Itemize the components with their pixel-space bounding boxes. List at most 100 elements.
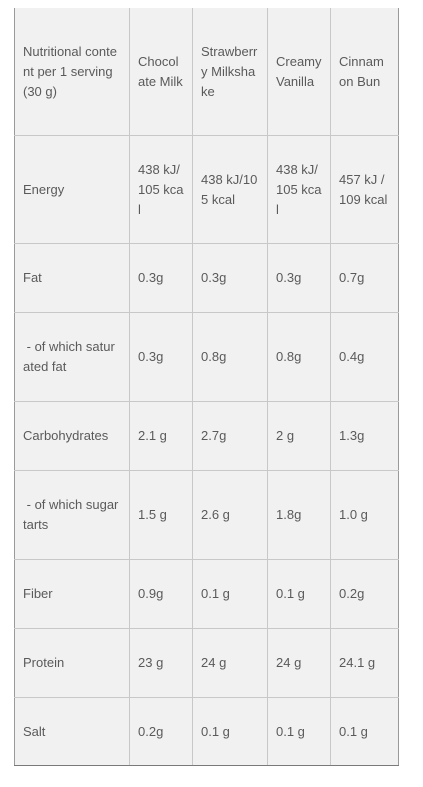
table-row-protein: Protein 23 g 24 g 24 g 24.1 g <box>14 628 399 698</box>
value: 23 g <box>138 655 164 670</box>
value: 0.1 g <box>201 586 230 601</box>
row-label: Energy <box>23 181 65 197</box>
value-cell: 1.0 g <box>330 470 399 560</box>
table-row-fat: Fat 0.3g 0.3g 0.3g 0.7g <box>14 243 399 313</box>
value-cell: 1.8g <box>267 470 331 560</box>
value-cell: 0.1 g <box>267 697 331 766</box>
value-cell: 0.2g <box>129 697 193 766</box>
value-cell: 2.7g <box>192 401 268 471</box>
value-cell: 0.4g <box>330 312 399 402</box>
flavor-cinnamon-bun: Cinnamon Bun <box>339 53 384 89</box>
value-cell: 1.5 g <box>129 470 193 560</box>
value-cell: 438 kJ/105 kcal <box>267 135 331 244</box>
value-cell: 438 kJ/105 kcal <box>129 135 193 244</box>
value: 1.5 g <box>138 507 167 522</box>
value: 0.9g <box>138 586 164 601</box>
header-flavor-cell: Strawberry Milkshake <box>192 8 268 136</box>
value-cell: 0.9g <box>129 559 193 629</box>
value: 0.2g <box>138 723 164 739</box>
row-label: Carbohydrates <box>23 428 109 443</box>
value-cell: 0.1 g <box>267 559 331 629</box>
value-cell: 438 kJ/105 kcal <box>192 135 268 244</box>
row-label-cell: Protein <box>14 628 130 698</box>
value-cell: 23 g <box>129 628 193 698</box>
value: 2 g <box>276 428 295 443</box>
row-label-cell: Salt <box>14 697 130 766</box>
value-cell: 2.6 g <box>192 470 268 560</box>
table-header-row: Nutritional content per 1 serving (30 g)… <box>14 8 399 136</box>
value: 24 g <box>276 655 302 670</box>
value: 0.8g <box>201 349 227 364</box>
value: 0.7g <box>339 270 365 285</box>
row-label-cell: Energy <box>14 135 130 244</box>
value-cell: 0.3g <box>129 243 193 313</box>
value: 438 kJ/105 kcal <box>276 161 322 217</box>
table-row-energy: Energy 438 kJ/105 kcal 438 kJ/105 kcal 4… <box>14 135 399 244</box>
row-label-cell: - of which sugar tarts <box>14 470 130 560</box>
value-cell: 0.1 g <box>330 697 399 766</box>
value-cell: 0.1 g <box>192 697 268 766</box>
value: 0.4g <box>339 349 365 364</box>
value: 438 kJ/105 kcal <box>201 171 258 207</box>
flavor-chocolate-milk: Chocolate Milk <box>138 53 183 89</box>
value-cell: 0.2g <box>330 559 399 629</box>
value-cell: 0.3g <box>192 243 268 313</box>
row-label-cell: Fiber <box>14 559 130 629</box>
value: 0.3g <box>138 270 164 285</box>
value: 1.3g <box>339 428 365 443</box>
value-cell: 457 kJ / 109 kcal <box>330 135 399 244</box>
value: 0.1 g <box>201 723 230 739</box>
value-cell: 0.3g <box>129 312 193 402</box>
value: 2.6 g <box>201 507 230 522</box>
value: 24 g <box>201 655 227 670</box>
value: 1.8g <box>276 507 302 522</box>
value-cell: 2.1 g <box>129 401 193 471</box>
row-label-cell: Fat <box>14 243 130 313</box>
header-label: Nutritional content per 1 serving (30 g) <box>23 43 117 99</box>
value-cell: 0.3g <box>267 243 331 313</box>
value: 0.8g <box>276 349 302 364</box>
value: 24.1 g <box>339 655 376 670</box>
row-label: Protein <box>23 655 65 670</box>
value-cell: 24 g <box>192 628 268 698</box>
header-flavor-cell: Creamy Vanilla <box>267 8 331 136</box>
value: 0.3g <box>276 270 302 285</box>
value: 2.7g <box>201 428 227 443</box>
row-label: Salt <box>23 723 46 739</box>
value-cell: 0.8g <box>192 312 268 402</box>
value-cell: 24 g <box>267 628 331 698</box>
value-cell: 2 g <box>267 401 331 471</box>
row-label: Fiber <box>23 586 53 601</box>
table-row-saturated-fat: - of which saturated fat 0.3g 0.8g 0.8g … <box>14 312 399 402</box>
table-row-sugars: - of which sugar tarts 1.5 g 2.6 g 1.8g … <box>14 470 399 560</box>
row-label-cell: - of which saturated fat <box>14 312 130 402</box>
value: 438 kJ/105 kcal <box>138 161 184 217</box>
value-cell: 0.8g <box>267 312 331 402</box>
value: 0.1 g <box>276 723 305 739</box>
value: 0.3g <box>138 349 164 364</box>
row-label: - of which sugar tarts <box>23 497 123 532</box>
flavor-creamy-vanilla: Creamy Vanilla <box>276 53 322 89</box>
value-cell: 0.7g <box>330 243 399 313</box>
value: 457 kJ / 109 kcal <box>339 171 388 207</box>
value: 2.1 g <box>138 428 167 443</box>
row-label: - of which saturated fat <box>23 339 115 374</box>
row-label-cell: Carbohydrates <box>14 401 130 471</box>
value: 0.1 g <box>339 723 368 739</box>
value-cell: 0.1 g <box>192 559 268 629</box>
table-row-fiber: Fiber 0.9g 0.1 g 0.1 g 0.2g <box>14 559 399 629</box>
nutrition-table: Nutritional content per 1 serving (30 g)… <box>14 8 399 766</box>
header-flavor-cell: Chocolate Milk <box>129 8 193 136</box>
table-row-carbohydrates: Carbohydrates 2.1 g 2.7g 2 g 1.3g <box>14 401 399 471</box>
value: 0.1 g <box>276 586 305 601</box>
flavor-strawberry-milkshake: Strawberry Milkshake <box>201 43 258 99</box>
value-cell: 1.3g <box>330 401 399 471</box>
table-row-salt: Salt 0.2g 0.1 g 0.1 g 0.1 g <box>14 697 399 766</box>
value: 0.2g <box>339 586 365 601</box>
row-label: Fat <box>23 270 42 285</box>
value-cell: 24.1 g <box>330 628 399 698</box>
value: 1.0 g <box>339 507 368 522</box>
header-label-cell: Nutritional content per 1 serving (30 g) <box>14 8 130 136</box>
value: 0.3g <box>201 270 227 285</box>
header-flavor-cell: Cinnamon Bun <box>330 8 399 136</box>
